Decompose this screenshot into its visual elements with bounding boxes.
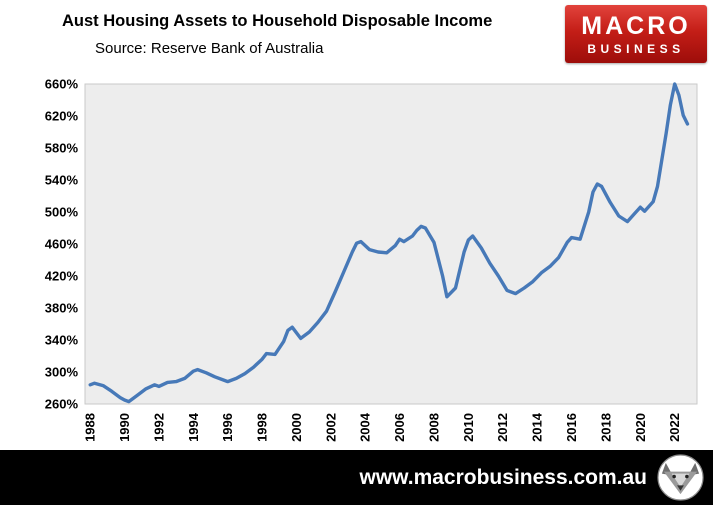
logo-text-macro: MACRO — [581, 11, 691, 40]
x-axis-tick-label: 2020 — [633, 413, 648, 442]
plot-area — [84, 83, 698, 405]
chart-source-subtitle: Source: Reserve Bank of Australia — [95, 40, 324, 57]
x-axis-tick-label: 2008 — [426, 413, 441, 442]
y-axis-tick-label: 580% — [45, 141, 79, 156]
y-axis-tick-label: 500% — [45, 205, 79, 220]
footer-banner: www.macrobusiness.com.au — [0, 450, 713, 505]
x-axis-tick-label: 1996 — [220, 413, 235, 442]
y-axis-tick-label: 260% — [45, 397, 79, 412]
macrobusiness-logo: MACRO BUSINESS — [565, 5, 707, 63]
logo-text-business: BUSINESS — [587, 41, 685, 56]
x-axis-tick-label: 2006 — [392, 413, 407, 442]
x-axis-tick-label: 2022 — [667, 413, 682, 442]
x-axis-tick-label: 2018 — [598, 413, 613, 442]
x-axis-tick-label: 2004 — [358, 412, 373, 442]
y-axis-tick-label: 380% — [45, 301, 79, 316]
x-axis-tick-label: 2002 — [323, 413, 338, 442]
x-axis-tick-label: 2012 — [495, 413, 510, 442]
x-axis-tick-label: 2010 — [461, 413, 476, 442]
x-axis-tick-label: 1998 — [255, 413, 270, 442]
x-axis-tick-label: 1992 — [151, 413, 166, 442]
y-axis-tick-label: 460% — [45, 237, 79, 252]
website-url: www.macrobusiness.com.au — [359, 465, 647, 489]
x-axis-tick-label: 1994 — [186, 412, 201, 442]
fox-logo-icon — [657, 454, 704, 501]
x-axis-tick-label: 2016 — [564, 413, 579, 442]
x-axis-tick-label: 1988 — [83, 413, 98, 442]
x-axis-tick-label: 2014 — [530, 412, 545, 442]
x-axis-tick-label: 2000 — [289, 413, 304, 442]
chart: 260% 300% 340% 380% 420% 460% 500% 540% 580% 620%… — [45, 77, 698, 442]
y-axis-tick-label: 420% — [45, 269, 79, 284]
x-axis-tick-label: 1990 — [117, 413, 132, 442]
y-axis-tick-label: 340% — [45, 333, 79, 348]
y-axis-tick-label: 620% — [45, 109, 79, 124]
y-axis-tick-label: 300% — [45, 365, 79, 380]
y-axis-tick-label: 660% — [45, 77, 79, 92]
page-title: Aust Housing Assets to Household Disposa… — [62, 12, 493, 30]
header: Aust Housing Assets to Household Disposa… — [0, 0, 713, 70]
chart-line — [88, 82, 690, 404]
y-axis-tick-label: 540% — [45, 173, 79, 188]
